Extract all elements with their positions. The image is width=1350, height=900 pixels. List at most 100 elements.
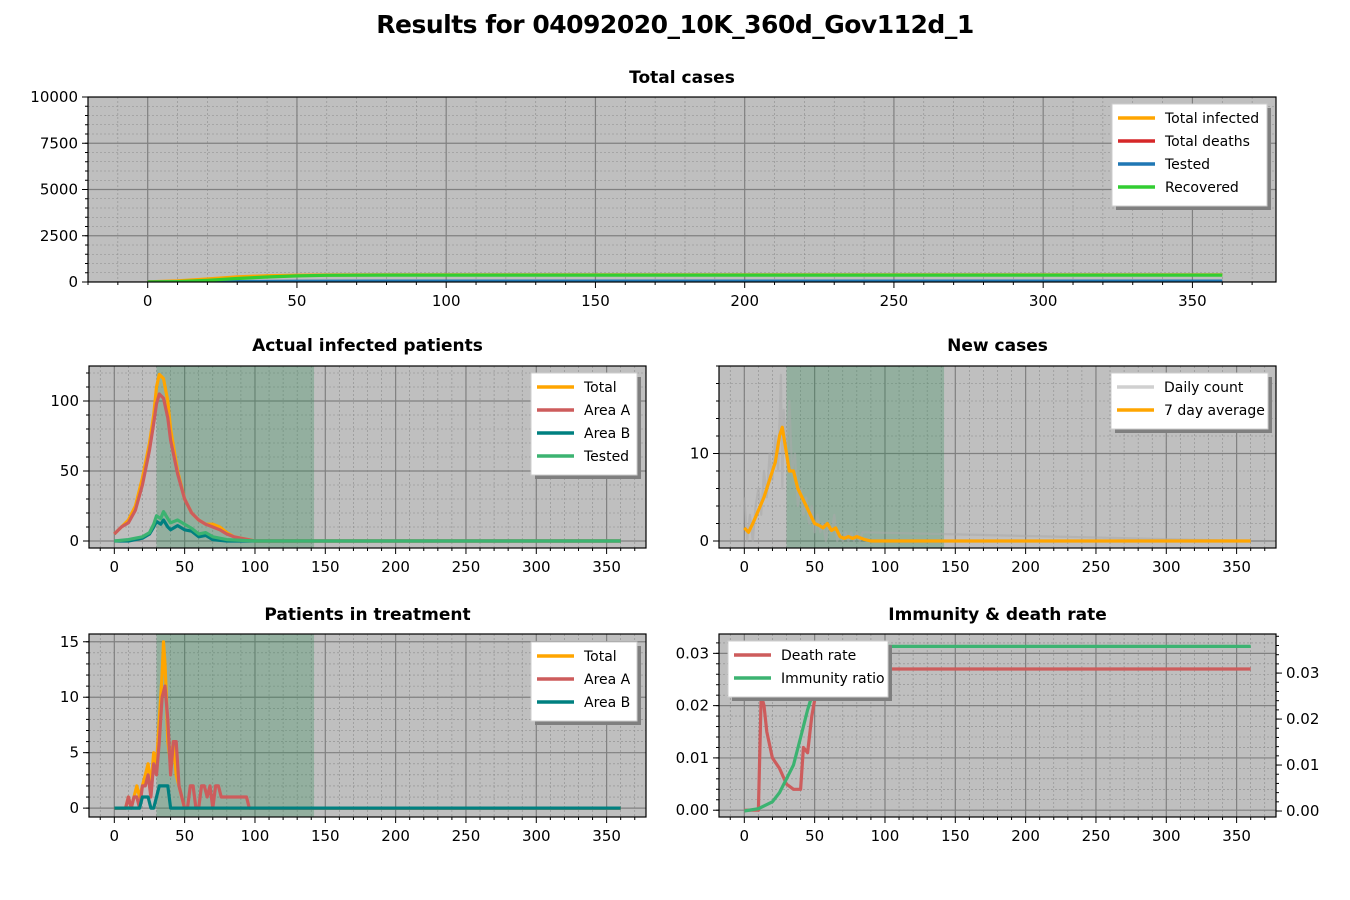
- y-tick-label: 0.03: [676, 644, 709, 662]
- panel-title: Immunity & death rate: [888, 605, 1107, 625]
- x-tick-label: 150: [311, 827, 340, 845]
- page-title: Results for 04092020_10K_360d_Gov112d_1: [376, 10, 974, 39]
- y-tick-label: 0.02: [676, 697, 709, 715]
- x-tick-label: 350: [592, 827, 621, 845]
- legend-label: Total: [583, 380, 617, 396]
- grid: [88, 97, 1276, 282]
- y-tick-label: 10000: [30, 88, 78, 106]
- x-tick-label: 100: [241, 558, 270, 576]
- series-line-area-b: [114, 784, 621, 810]
- legend-label: Daily count: [1164, 380, 1244, 396]
- measures-shaded-region: [156, 634, 315, 817]
- legend-box: [727, 640, 889, 698]
- legend: Total Area A Area B: [530, 641, 641, 725]
- y-tick-label: 0: [699, 532, 709, 550]
- series-line-7-day-average: [743, 425, 1251, 543]
- x-tick-label: 0: [740, 558, 750, 576]
- y-tick-label: 0.01: [676, 749, 709, 767]
- y-tick-label: 100: [50, 392, 79, 410]
- x-tick-label: 250: [452, 827, 481, 845]
- legend-label: 7 day average: [1164, 403, 1265, 419]
- legend-box: [530, 372, 638, 476]
- x-tick-label: 250: [1082, 827, 1111, 845]
- x-tick-label: 350: [592, 558, 621, 576]
- x-tick-label: 300: [1029, 292, 1058, 310]
- legend-label: Immunity ratio: [781, 671, 885, 687]
- legend-label: Area A: [584, 403, 631, 419]
- legend-box: [1111, 103, 1268, 207]
- x-tick-label: 200: [1011, 827, 1040, 845]
- panel-total: 0 50 100 150 200 250 300 350 0 2500 5000 7500 10000 T…: [30, 68, 1277, 310]
- x-tick-label: 100: [871, 558, 900, 576]
- y-tick-label: 15: [60, 633, 79, 651]
- x-tick-label: 50: [175, 827, 194, 845]
- y-tick-label: 5: [69, 744, 79, 762]
- legend-label: Area B: [584, 426, 630, 442]
- x-tick-label: 300: [522, 827, 551, 845]
- y-tick-label: 10: [60, 688, 79, 706]
- legend: Total infected Total deaths Tested Recovere…: [1111, 103, 1271, 210]
- x-tick-label: 0: [143, 292, 153, 310]
- legend: Daily count 7 day average: [1110, 372, 1272, 433]
- x-tick-label: 350: [1178, 292, 1207, 310]
- legend-label: Total infected: [1164, 111, 1259, 127]
- legend: Total Area A Area B Tested: [530, 372, 641, 479]
- x-tick-label: 350: [1222, 558, 1251, 576]
- x-tick-label: 100: [241, 827, 270, 845]
- series-line-daily-count: [743, 373, 1251, 543]
- x-tick-label: 150: [581, 292, 610, 310]
- legend-label: Area A: [584, 672, 631, 688]
- y-right-tick-label: 0.03: [1286, 664, 1319, 682]
- x-tick-label: 250: [452, 558, 481, 576]
- x-tick-label: 200: [1011, 558, 1040, 576]
- panel-title: Patients in treatment: [264, 605, 470, 625]
- x-tick-label: 50: [175, 558, 194, 576]
- legend-label: Tested: [583, 449, 629, 465]
- y-right-tick-label: 0.00: [1286, 802, 1319, 820]
- x-tick-label: 200: [381, 827, 410, 845]
- y-tick-label: 5000: [40, 181, 78, 199]
- legend-label: Area B: [584, 695, 630, 711]
- x-tick-label: 100: [871, 827, 900, 845]
- x-tick-label: 300: [1152, 558, 1181, 576]
- panel-treatment: 0 50 100 150 200 250 300 350 0 5 10 15 Patients in t…: [60, 605, 647, 845]
- x-tick-label: 150: [941, 827, 970, 845]
- x-tick-label: 250: [1082, 558, 1111, 576]
- x-tick-label: 50: [805, 558, 824, 576]
- series-line-tested: [114, 510, 621, 543]
- x-tick-label: 150: [941, 558, 970, 576]
- x-tick-label: 200: [381, 558, 410, 576]
- legend-label: Tested: [1164, 157, 1210, 173]
- legend-label: Total: [583, 649, 617, 665]
- panel-title: Actual infected patients: [252, 336, 483, 356]
- panel-immunity: 0 50 100 150 200 250 300 350 0.00 0.01 0.02 0.03 0.0…: [676, 605, 1320, 845]
- y-right-tick-label: 0.01: [1286, 756, 1319, 774]
- x-tick-label: 350: [1222, 827, 1251, 845]
- legend: Death rate Immunity ratio: [727, 640, 892, 701]
- y-tick-label: 0: [68, 273, 78, 291]
- x-tick-label: 250: [880, 292, 909, 310]
- x-tick-label: 150: [311, 558, 340, 576]
- legend-label: Total deaths: [1164, 134, 1250, 150]
- x-tick-label: 100: [432, 292, 461, 310]
- legend-label: Recovered: [1165, 180, 1239, 196]
- y-tick-label: 10: [690, 445, 709, 463]
- x-tick-label: 50: [287, 292, 306, 310]
- x-tick-label: 200: [730, 292, 759, 310]
- x-tick-label: 300: [522, 558, 551, 576]
- series-line-recovered: [147, 273, 1223, 282]
- panel-title: New cases: [947, 336, 1048, 356]
- panel-title: Total cases: [629, 68, 735, 88]
- measures-shaded-region: [156, 366, 315, 548]
- x-tick-label: 0: [740, 827, 750, 845]
- series-line-area-a: [114, 684, 621, 810]
- x-tick-label: 50: [805, 827, 824, 845]
- y-right-tick-label: 0.02: [1286, 710, 1319, 728]
- y-tick-label: 0: [69, 532, 79, 550]
- panel-actual: 0 50 100 150 200 250 300 350 0 50 100 Actual infect…: [50, 336, 647, 576]
- y-tick-label: 2500: [40, 227, 78, 245]
- x-tick-label: 0: [110, 827, 120, 845]
- panel-newcases: 0 50 100 150 200 250 300 350 0 10 New cases Daily c…: [690, 336, 1277, 576]
- legend-box: [1110, 372, 1269, 430]
